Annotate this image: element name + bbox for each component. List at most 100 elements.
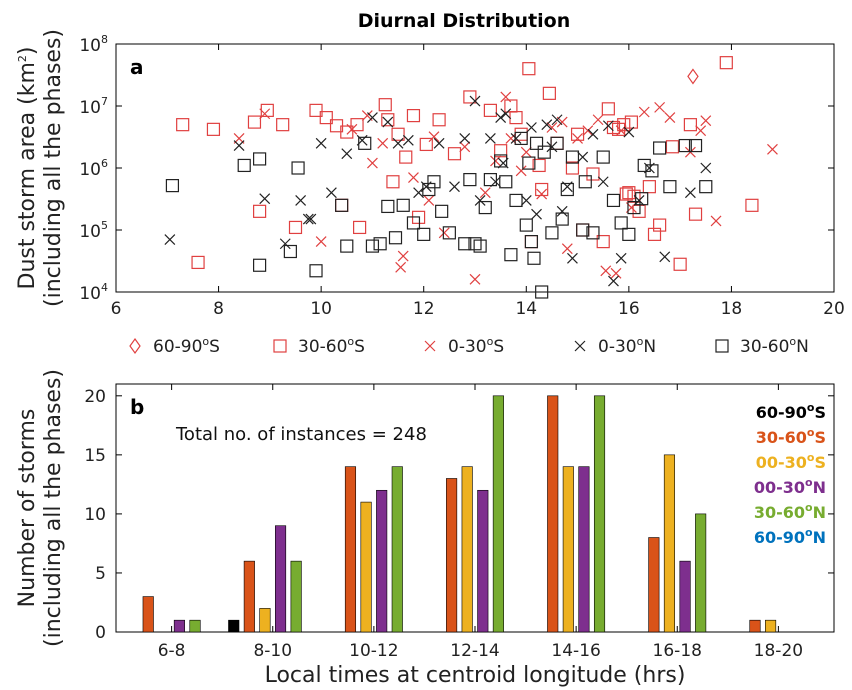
bar bbox=[274, 525, 287, 633]
data-point bbox=[602, 120, 614, 132]
data-point bbox=[479, 187, 491, 199]
y-tick-label: 0 bbox=[95, 623, 106, 643]
data-point bbox=[315, 236, 327, 248]
data-point bbox=[627, 189, 641, 203]
data-point bbox=[664, 112, 676, 124]
data-point bbox=[586, 167, 600, 181]
data-point bbox=[551, 114, 563, 126]
data-point bbox=[688, 207, 703, 221]
data-point bbox=[309, 103, 323, 117]
bar-y-axis-label-line2: (including all the phases) bbox=[41, 369, 66, 647]
data-point bbox=[176, 118, 190, 132]
bar-y-ticks: 0 5 10 15 20 bbox=[84, 387, 834, 643]
data-point bbox=[647, 227, 662, 241]
data-point bbox=[340, 125, 354, 139]
data-point bbox=[259, 108, 271, 120]
data-point bbox=[469, 273, 481, 285]
data-point bbox=[247, 115, 262, 129]
data-point bbox=[555, 212, 569, 226]
data-point bbox=[638, 106, 650, 118]
data-point bbox=[381, 199, 395, 214]
data-point bbox=[395, 261, 407, 273]
data-point bbox=[478, 200, 492, 215]
data-point bbox=[500, 91, 512, 103]
data-point bbox=[315, 137, 327, 149]
data-point bbox=[665, 140, 680, 154]
data-point bbox=[527, 251, 541, 265]
data-point bbox=[645, 164, 659, 178]
x-tick-label: 6-8 bbox=[158, 641, 186, 661]
data-point bbox=[449, 181, 460, 193]
data-point bbox=[433, 137, 445, 149]
x-tick-label: 8-10 bbox=[253, 641, 292, 661]
bar bbox=[360, 501, 372, 633]
scatter-x-ticks: 6 8 10 12 14 16 18 20 bbox=[111, 44, 845, 319]
data-point bbox=[377, 137, 389, 149]
data-point bbox=[483, 103, 497, 117]
y-tick-label: 5 bbox=[95, 564, 106, 584]
legend-label: 60-90oN bbox=[754, 526, 826, 547]
data-point bbox=[606, 120, 621, 135]
y-tick-label: 108 bbox=[79, 33, 108, 56]
data-point bbox=[600, 265, 612, 277]
data-point bbox=[624, 115, 639, 129]
data-point bbox=[522, 62, 536, 76]
data-point bbox=[536, 188, 548, 200]
data-point bbox=[687, 68, 699, 85]
scatter-legend: 60-90oS 30-60oS 0-30oS 0-30oN 30-60oN bbox=[129, 335, 809, 357]
data-point bbox=[587, 128, 599, 140]
data-point bbox=[560, 182, 574, 197]
bar bbox=[446, 478, 458, 633]
data-point bbox=[279, 238, 291, 250]
data-point bbox=[654, 101, 666, 113]
data-point bbox=[535, 285, 549, 299]
bar-plot-area bbox=[115, 383, 835, 633]
data-point bbox=[505, 132, 517, 144]
data-point bbox=[535, 182, 549, 197]
data-point bbox=[386, 175, 400, 189]
data-point bbox=[392, 137, 404, 149]
figure-title: Diurnal Distribution bbox=[358, 10, 571, 32]
data-point bbox=[305, 213, 317, 225]
data-point bbox=[601, 102, 615, 116]
data-point bbox=[519, 218, 533, 232]
x-tick-label: 8 bbox=[213, 299, 224, 319]
data-point bbox=[413, 187, 425, 199]
data-point bbox=[541, 119, 553, 131]
data-point bbox=[419, 137, 433, 152]
x-tick-label: 12-14 bbox=[450, 641, 499, 661]
scatter-plot-area bbox=[115, 43, 835, 293]
data-point bbox=[396, 198, 410, 212]
bar bbox=[695, 513, 707, 633]
bar-x-ticks: 6-8 8-10 10-12 12-14 14-16 16-18 18-20 bbox=[158, 384, 803, 661]
data-point bbox=[406, 216, 421, 230]
data-point bbox=[259, 193, 271, 205]
bars bbox=[142, 395, 777, 633]
legend-label: 0-30oS bbox=[448, 335, 504, 357]
legend-label: 0-30oN bbox=[598, 335, 656, 357]
data-point bbox=[531, 208, 542, 220]
data-point bbox=[578, 175, 592, 189]
data-point bbox=[283, 244, 297, 259]
data-point bbox=[619, 187, 633, 201]
data-point bbox=[556, 205, 568, 217]
data-point bbox=[577, 151, 589, 163]
legend-entry: 60-90oS bbox=[129, 335, 220, 357]
legend-marker bbox=[574, 340, 586, 352]
data-point bbox=[596, 150, 610, 164]
data-point bbox=[233, 140, 245, 151]
scatter-y-ticks: 104 105 106 107 108 bbox=[79, 33, 834, 304]
data-point bbox=[542, 86, 556, 100]
data-point bbox=[427, 175, 441, 189]
data-point bbox=[447, 147, 462, 161]
legend-marker bbox=[715, 339, 729, 353]
data-point bbox=[340, 239, 354, 253]
data-point bbox=[623, 126, 635, 138]
data-point bbox=[373, 237, 387, 251]
bar bbox=[391, 466, 403, 633]
legend-entry: 30-60oN bbox=[715, 335, 809, 357]
data-point bbox=[617, 118, 631, 132]
bar bbox=[578, 466, 590, 633]
total-instances-annotation: Total no. of instances = 248 bbox=[175, 424, 427, 445]
data-point bbox=[537, 145, 551, 159]
